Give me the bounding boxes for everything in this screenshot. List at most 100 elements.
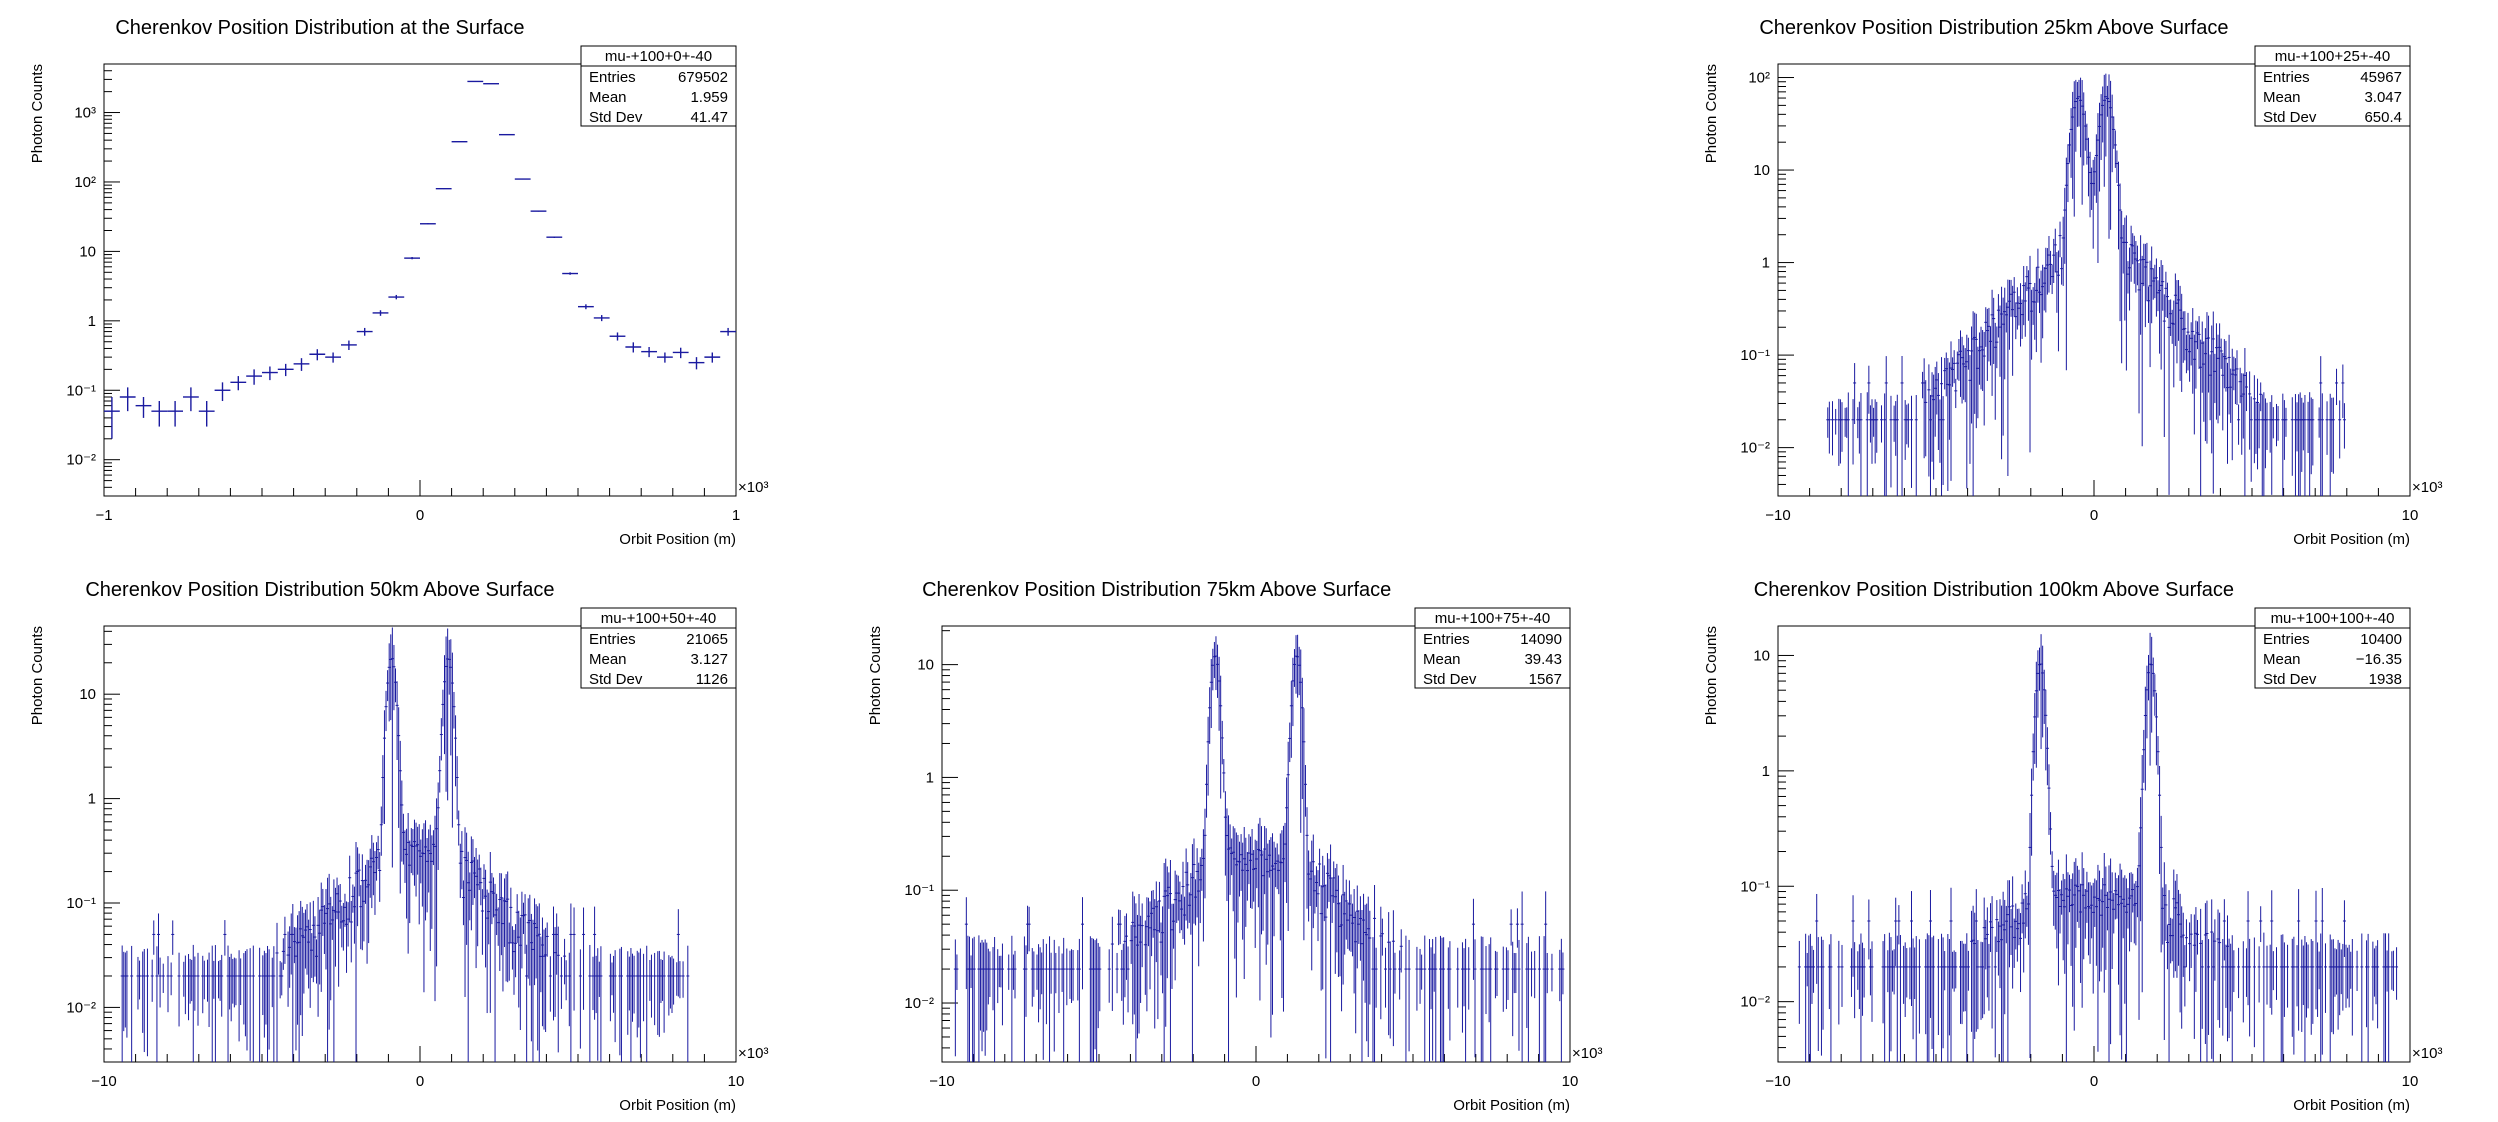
chart-3-xtick-label: −10 (929, 1073, 954, 1090)
chart-2-stats-value-std_dev: 1126 (696, 671, 728, 688)
chart-3-x-multiplier: ×10³ (1572, 1045, 1602, 1062)
chart-0-stats-name: mu-+100+0+-40 (605, 48, 712, 65)
chart-2-xtick-label: −10 (91, 1073, 116, 1090)
chart-3-ylabel: Photon Counts (867, 626, 884, 725)
chart-4-ytick-label: 10⁻¹ (1740, 878, 1770, 895)
chart-0-stats-label-std_dev: Std Dev (589, 109, 643, 126)
chart-2-frame (103, 625, 737, 1063)
chart-3-stats-value-entries: 14090 (1520, 631, 1562, 648)
chart-3-ytick-label: 1 (926, 769, 934, 786)
chart-0-ytick-label: 1 (88, 313, 96, 330)
chart-1-ytick-label: 10⁻² (1740, 440, 1770, 457)
chart-2-stats-name: mu-+100+50+-40 (601, 610, 717, 627)
chart-3-stats-label-mean: Mean (1423, 651, 1461, 668)
chart-3-ytick-label: 10⁻² (904, 995, 934, 1012)
chart-4-frame (1777, 625, 2411, 1063)
chart-1-x-multiplier: ×10³ (2412, 479, 2442, 496)
chart-4-stats-label-mean: Mean (2263, 651, 2301, 668)
chart-1-stats-value-mean: 3.047 (2364, 89, 2402, 106)
chart-4-xtick-label: 0 (2090, 1073, 2098, 1090)
chart-3-stats-value-mean: 39.43 (1524, 651, 1562, 668)
chart-4-xlabel: Orbit Position (m) (2293, 1097, 2410, 1114)
chart-2-ylabel: Photon Counts (29, 626, 46, 725)
chart-4-ytick-label: 1 (1762, 763, 1770, 780)
chart-0-ytick-label: 10² (74, 174, 96, 191)
chart-4-title: Cherenkov Position Distribution 100km Ab… (1754, 579, 2234, 601)
chart-0-stats-label-entries: Entries (589, 69, 636, 86)
chart-0-xtick-label: 1 (732, 507, 740, 524)
chart-0-ytick-label: 10³ (74, 105, 96, 122)
chart-1-stats-label-std_dev: Std Dev (2263, 109, 2317, 126)
chart-2-ytick-label: 10⁻¹ (66, 895, 96, 912)
chart-1-frame (1777, 63, 2411, 497)
chart-1-ytick-label: 10⁻¹ (1740, 347, 1770, 364)
chart-1-ytick-label: 1 (1762, 255, 1770, 272)
chart-2-stats-label-mean: Mean (589, 651, 627, 668)
chart-2-xtick-label: 10 (728, 1073, 745, 1090)
chart-3-xtick-label: 0 (1252, 1073, 1260, 1090)
chart-4-xtick-label: 10 (2402, 1073, 2419, 1090)
chart-1-title: Cherenkov Position Distribution 25km Abo… (1759, 17, 2228, 39)
chart-0-ytick-label: 10⁻² (66, 452, 96, 469)
chart-0-ytick-label: 10 (79, 243, 96, 260)
chart-2-ytick-label: 1 (88, 791, 96, 808)
chart-4-ylabel: Photon Counts (1703, 626, 1720, 725)
chart-2-xtick-label: 0 (416, 1073, 424, 1090)
chart-3-ytick-label: 10 (917, 657, 934, 674)
chart-3-frame (941, 625, 1571, 1063)
chart-4-x-multiplier: ×10³ (2412, 1045, 2442, 1062)
chart-0-stats-value-entries: 679502 (678, 69, 728, 86)
chart-3-stats-name: mu-+100+75+-40 (1435, 610, 1551, 627)
chart-0-ylabel: Photon Counts (29, 64, 46, 163)
chart-4-stats-name: mu-+100+100+-40 (2271, 610, 2395, 627)
chart-2-stats-value-mean: 3.127 (690, 651, 728, 668)
chart-3-stats-label-std_dev: Std Dev (1423, 671, 1477, 688)
chart-1-ylabel: Photon Counts (1703, 64, 1720, 163)
chart-0-stats-value-mean: 1.959 (690, 89, 728, 106)
chart-2-stats-label-std_dev: Std Dev (589, 671, 643, 688)
chart-4-ytick-label: 10⁻² (1740, 994, 1770, 1011)
chart-3-stats-box (1414, 607, 1571, 689)
chart-2-x-multiplier: ×10³ (738, 1045, 768, 1062)
chart-2-ytick-label: 10 (79, 686, 96, 703)
chart-0-xtick-label: −1 (95, 507, 112, 524)
chart-0-xlabel: Orbit Position (m) (619, 531, 736, 548)
chart-0-frame (103, 63, 737, 497)
chart-2-stats-box (580, 607, 737, 689)
chart-1-xlabel: Orbit Position (m) (2293, 531, 2410, 548)
chart-3-xtick-label: 10 (1562, 1073, 1579, 1090)
chart-4-stats-value-mean: −16.35 (2356, 651, 2402, 668)
chart-3-title: Cherenkov Position Distribution 75km Abo… (922, 579, 1391, 601)
chart-0-stats-box (580, 45, 737, 127)
chart-0-x-multiplier: ×10³ (738, 479, 768, 496)
chart-4-xtick-label: −10 (1765, 1073, 1790, 1090)
chart-1-stats-label-mean: Mean (2263, 89, 2301, 106)
chart-1-stats-box (2254, 45, 2411, 127)
chart-0-xtick-label: 0 (416, 507, 424, 524)
chart-0-title: Cherenkov Position Distribution at the S… (115, 17, 524, 39)
chart-1-stats-value-entries: 45967 (2360, 69, 2402, 86)
chart-2-stats-label-entries: Entries (589, 631, 636, 648)
chart-2-title: Cherenkov Position Distribution 50km Abo… (85, 579, 554, 601)
chart-2-stats-value-entries: 21065 (686, 631, 728, 648)
chart-4-stats-label-entries: Entries (2263, 631, 2310, 648)
chart-1-ytick-label: 10 (1753, 162, 1770, 179)
chart-3-stats-label-entries: Entries (1423, 631, 1470, 648)
chart-3-ytick-label: 10⁻¹ (904, 882, 934, 899)
chart-0-stats-label-mean: Mean (589, 89, 627, 106)
chart-0-stats-value-std_dev: 41.47 (690, 109, 728, 126)
chart-4-stats-box (2254, 607, 2411, 689)
chart-1-ytick-label: 10² (1748, 70, 1770, 87)
chart-3-stats-value-std_dev: 1567 (1529, 671, 1562, 688)
chart-1-stats-name: mu-+100+25+-40 (2275, 48, 2391, 65)
chart-2-ytick-label: 10⁻² (66, 999, 96, 1016)
chart-4-stats-label-std_dev: Std Dev (2263, 671, 2317, 688)
chart-1-stats-label-entries: Entries (2263, 69, 2310, 86)
chart-4-stats-value-std_dev: 1938 (2369, 671, 2402, 688)
chart-4-ytick-label: 10 (1753, 647, 1770, 664)
chart-1-xtick-label: 0 (2090, 507, 2098, 524)
chart-3-xlabel: Orbit Position (m) (1453, 1097, 1570, 1114)
chart-0-ytick-label: 10⁻¹ (66, 382, 96, 399)
chart-1-stats-value-std_dev: 650.4 (2364, 109, 2402, 126)
